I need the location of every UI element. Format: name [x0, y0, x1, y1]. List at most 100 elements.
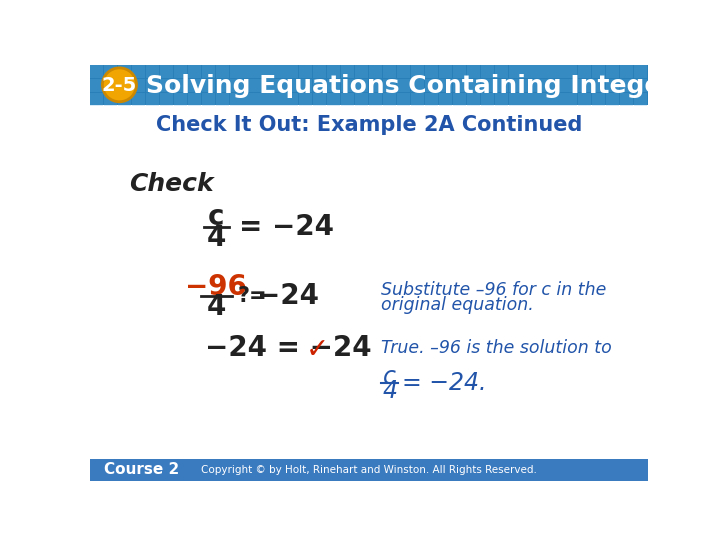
Bar [300, 92, 312, 106]
Bar [481, 79, 494, 92]
Bar [578, 65, 591, 78]
Bar [243, 79, 256, 92]
Text: 4: 4 [207, 293, 226, 321]
Text: original equation.: original equation. [381, 296, 534, 314]
Bar [243, 92, 256, 106]
Bar [564, 65, 577, 78]
Bar [481, 92, 494, 106]
Bar [104, 92, 117, 106]
Text: 2-5: 2-5 [102, 76, 137, 95]
Bar [313, 79, 326, 92]
Bar [425, 92, 438, 106]
Bar [174, 79, 187, 92]
Bar [438, 65, 452, 78]
Bar [438, 79, 452, 92]
Bar [258, 79, 271, 92]
Bar [369, 92, 382, 106]
Bar [425, 79, 438, 92]
Bar [90, 79, 103, 92]
Bar [411, 79, 424, 92]
Bar [271, 79, 284, 92]
Bar [313, 65, 326, 78]
Text: Check It Out: Example 2A Continued: Check It Out: Example 2A Continued [156, 115, 582, 135]
Text: −24: −24 [258, 282, 320, 310]
Bar [118, 65, 131, 78]
Bar [300, 65, 312, 78]
Text: = −24: = −24 [239, 213, 334, 241]
Bar [327, 65, 341, 78]
Text: Check: Check [129, 172, 213, 196]
Bar [90, 459, 648, 481]
Text: Solving Equations Containing Integers: Solving Equations Containing Integers [145, 73, 688, 98]
Bar [202, 65, 215, 78]
Text: c: c [208, 203, 225, 231]
Bar [243, 65, 256, 78]
Text: ?=: ?= [238, 286, 267, 306]
Bar [341, 65, 354, 78]
Bar [118, 79, 131, 92]
Bar [593, 92, 606, 106]
Bar [188, 65, 201, 78]
Bar [90, 65, 648, 105]
Bar [550, 92, 564, 106]
Bar [606, 79, 619, 92]
Bar [508, 79, 522, 92]
Bar [327, 79, 341, 92]
Bar [90, 65, 103, 78]
Bar [160, 79, 173, 92]
Text: Substitute –96 for c in the: Substitute –96 for c in the [381, 281, 606, 299]
Bar [620, 79, 634, 92]
Bar [411, 65, 424, 78]
Bar [341, 92, 354, 106]
Bar [397, 79, 410, 92]
Bar [620, 65, 634, 78]
Bar [132, 79, 145, 92]
Bar [593, 65, 606, 78]
Bar [313, 92, 326, 106]
Text: −24 = −24: −24 = −24 [204, 334, 372, 362]
Bar [145, 92, 159, 106]
Bar [564, 79, 577, 92]
Bar [174, 65, 187, 78]
Bar [355, 79, 368, 92]
Bar [160, 65, 173, 78]
Bar [118, 92, 131, 106]
Bar [215, 92, 229, 106]
Bar [620, 92, 634, 106]
Bar [425, 65, 438, 78]
Bar [258, 92, 271, 106]
Bar [536, 79, 549, 92]
Bar [495, 65, 508, 78]
Bar [550, 65, 564, 78]
Bar [397, 65, 410, 78]
Bar [438, 92, 452, 106]
Bar [341, 79, 354, 92]
Bar [271, 65, 284, 78]
Bar [453, 79, 466, 92]
Bar [104, 65, 117, 78]
Bar [606, 65, 619, 78]
Bar [634, 92, 647, 106]
Bar [578, 92, 591, 106]
Bar [104, 79, 117, 92]
Bar [215, 79, 229, 92]
Bar [383, 92, 396, 106]
Bar [523, 65, 536, 78]
Text: −96: −96 [185, 273, 247, 301]
Bar [160, 92, 173, 106]
Bar [202, 92, 215, 106]
Bar [523, 92, 536, 106]
Bar [523, 79, 536, 92]
Text: Course 2: Course 2 [104, 462, 179, 477]
Bar [508, 92, 522, 106]
Bar [258, 65, 271, 78]
Bar [188, 92, 201, 106]
Bar [383, 79, 396, 92]
Bar [90, 105, 648, 459]
Bar [634, 65, 647, 78]
Text: 4: 4 [383, 379, 398, 403]
Bar [467, 65, 480, 78]
Bar [564, 92, 577, 106]
Bar [508, 65, 522, 78]
Bar [634, 79, 647, 92]
